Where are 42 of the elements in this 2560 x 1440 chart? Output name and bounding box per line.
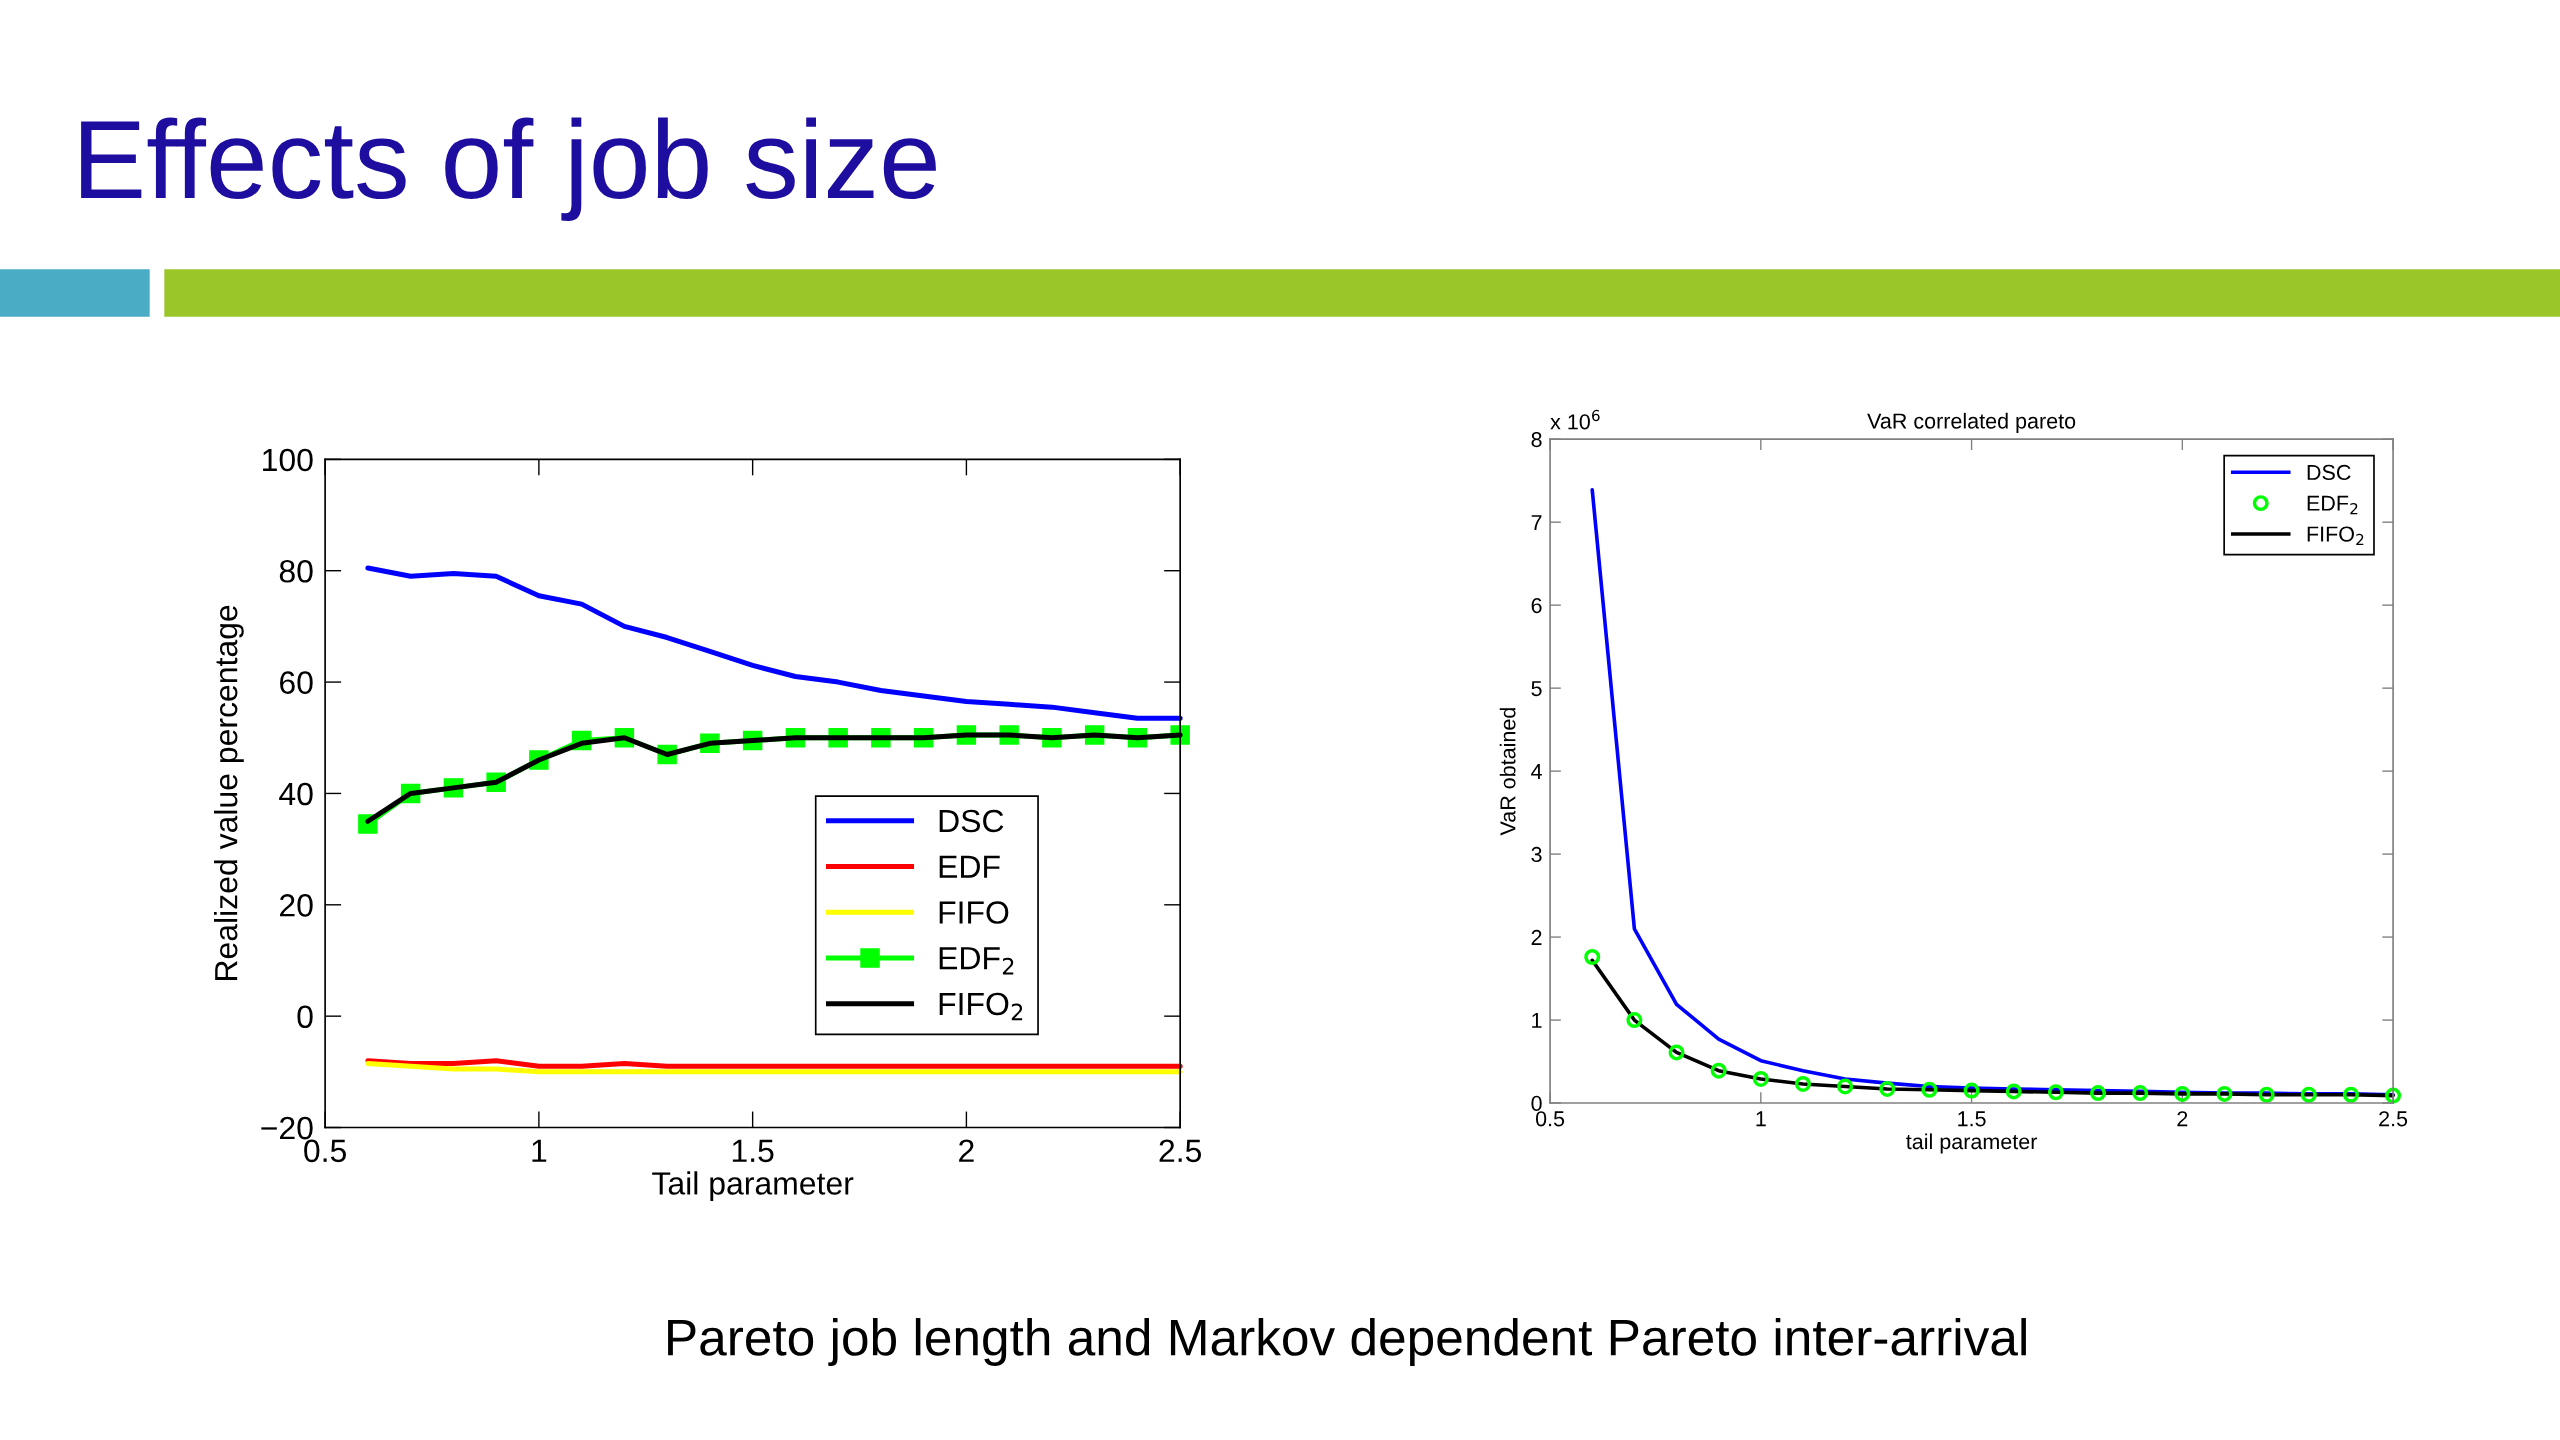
x-tick-label: 1.5 bbox=[1958, 1111, 1986, 1127]
text: Effects of job size bbox=[81, 117, 936, 222]
legend-label: EDF$_{2}$ bbox=[2307, 495, 2358, 515]
x-tick-label: 1.5 bbox=[732, 1139, 774, 1163]
legend-label: DSC bbox=[2307, 464, 2351, 481]
x-tick-label: 2.5 bbox=[2379, 1111, 2408, 1127]
legend-label: FIFO bbox=[939, 901, 1009, 924]
x-tick-label: 2 bbox=[959, 1139, 974, 1162]
legend-label: FIFO$_{2}$ bbox=[2307, 526, 2364, 545]
y-tick-label: 2 bbox=[1531, 929, 1542, 945]
y-tick-label: 5 bbox=[1531, 681, 1542, 697]
legend-label: EDF$_{2}$ bbox=[939, 947, 1014, 975]
y-tick-label: 7 bbox=[1531, 515, 1542, 530]
y-tick-label: 40 bbox=[279, 782, 313, 806]
x-tick-label: 1 bbox=[532, 1139, 547, 1162]
y-tick-label: 80 bbox=[279, 559, 313, 583]
y-axis-title: Realized value percentage bbox=[214, 605, 244, 980]
y-tick-label: 20 bbox=[280, 894, 313, 917]
x-tick-label: 0.5 bbox=[304, 1139, 346, 1163]
y-tick-label: 6 bbox=[1531, 597, 1542, 614]
x-tick-label: 2.5 bbox=[1159, 1139, 1202, 1163]
x-tick-label: 2 bbox=[2177, 1111, 2188, 1127]
chart-title: VaR correlated pareto bbox=[1867, 412, 2076, 433]
x-axis-title: tail parameter bbox=[1906, 1133, 2038, 1154]
legend-label: EDF bbox=[939, 855, 1000, 878]
x-axis-title: Tail parameter bbox=[652, 1171, 854, 1202]
y-tick-label: 0 bbox=[1531, 1095, 1542, 1112]
y-tick-label: 1 bbox=[1532, 1013, 1542, 1028]
y-tick-label: 0 bbox=[297, 1005, 313, 1029]
y-tick-label: 4 bbox=[1531, 764, 1542, 779]
x-tick-label: 0.5 bbox=[1535, 1111, 1565, 1127]
y-tick-label: −20 bbox=[261, 1116, 313, 1140]
y-tick-label: 60 bbox=[280, 671, 313, 694]
legend-label: FIFO$_{2}$ bbox=[939, 992, 1023, 1021]
legend-label: DSC bbox=[939, 809, 1004, 833]
text: x 10$^{6}$ bbox=[1550, 409, 1600, 430]
x-tick-label: 1 bbox=[1756, 1111, 1766, 1127]
y-tick-label: 3 bbox=[1531, 846, 1542, 863]
y-axis-title: VaR obtained bbox=[1499, 708, 1516, 836]
y-tick-label: 8 bbox=[1531, 431, 1542, 448]
y-tick-label: 100 bbox=[263, 448, 313, 472]
text: Pareto job length and Markov dependent Pareto inter-arrival bbox=[668, 1318, 2026, 1366]
